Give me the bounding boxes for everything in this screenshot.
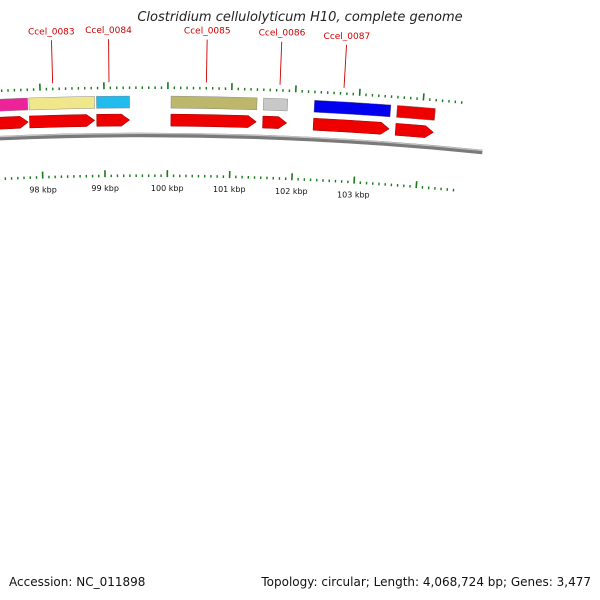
cds-layer (0, 113, 434, 138)
cds-arrow (170, 113, 257, 128)
kbp-label: 102 kbp (275, 187, 308, 196)
cds-arrow (0, 116, 29, 130)
kbp-label: 99 kbp (91, 184, 119, 193)
genome-stats-text: Topology: circular; Length: 4,068,724 bp… (261, 575, 591, 589)
genome-backbone (0, 132, 483, 155)
backbone-layer (0, 132, 483, 155)
cds-arrow (96, 113, 131, 127)
gene-label: Ccel_0085 (184, 27, 231, 37)
gene-label: Ccel_0087 (324, 32, 371, 42)
cds-arrow (394, 123, 434, 138)
feature-block (0, 97, 29, 112)
kbp-label: 98 kbp (29, 186, 57, 195)
feature-block (396, 105, 436, 121)
gene-label: Ccel_0084 (85, 26, 132, 36)
feature-block (313, 100, 392, 118)
cds-arrow (29, 114, 96, 129)
kbp-label: 101 kbp (213, 185, 246, 194)
feature-block (170, 95, 258, 111)
kbp-label: 103 kbp (337, 191, 370, 200)
gene-label: Ccel_0083 (28, 27, 75, 37)
backbone-highlight (0, 132, 483, 152)
feature-layer (0, 95, 436, 121)
gene-leader-line (205, 39, 208, 83)
feature-block (28, 96, 95, 111)
cds-arrow (262, 115, 288, 129)
tick-layer (0, 82, 463, 192)
gene-leader-line (343, 44, 347, 88)
feature-block (96, 95, 130, 109)
cds-arrow (312, 117, 390, 135)
kbp-label: 100 kbp (151, 184, 184, 193)
feature-block (262, 97, 288, 112)
outer-tick-major (422, 93, 425, 101)
gene-label: Ccel_0086 (259, 29, 306, 39)
map-title: Clostridium cellulolyticum H10, complete… (137, 10, 463, 25)
gene-leader-line (279, 41, 283, 85)
label-layer: rplICcel_0082Ccel_0083Ccel_0084Ccel_0085… (28, 26, 371, 200)
gene-leader-line (51, 40, 54, 84)
accession-text: Accession: NC_011898 (9, 575, 146, 589)
inner-tick-major (415, 181, 418, 189)
